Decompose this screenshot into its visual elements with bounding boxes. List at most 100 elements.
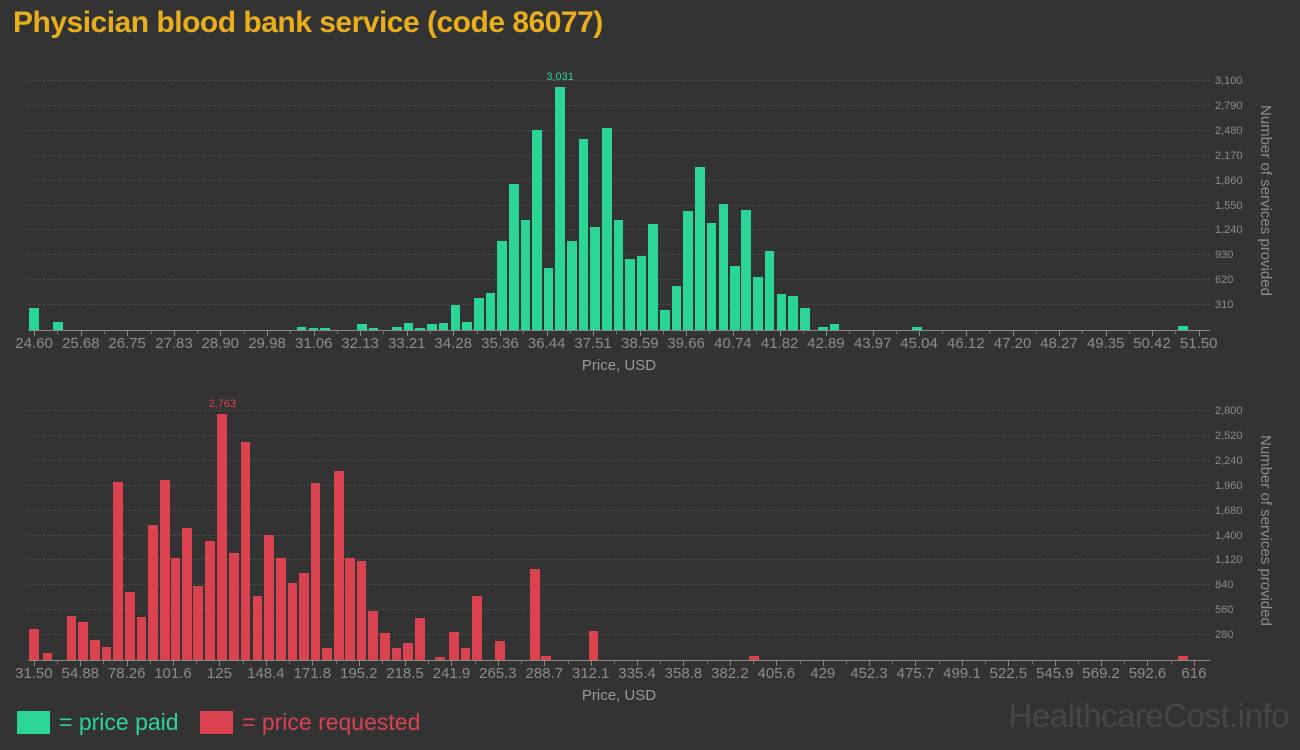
x-axis-minor-tick (1170, 660, 1172, 664)
price-requested-bar (588, 631, 599, 660)
x-tick-label: 335.4 (618, 665, 656, 682)
price-paid-bar (764, 250, 775, 330)
x-axis-minor-tick (383, 330, 385, 334)
price-paid-bar (485, 293, 496, 330)
y-tick-label: 2,170 (1215, 149, 1243, 162)
x-tick-label: 47.20 (993, 335, 1032, 352)
x-tick-label: 40.74 (714, 335, 752, 352)
price-paid-bar (531, 130, 542, 330)
x-axis-minor-tick (706, 660, 708, 664)
price-paid-bar (450, 305, 461, 330)
x-tick-label: 405.6 (757, 665, 796, 682)
price-requested-bar (125, 591, 135, 660)
x-tick-label: 24.60 (15, 335, 53, 352)
x-axis-minor-tick (242, 660, 244, 664)
price-paid-bar (53, 322, 63, 330)
y-tick-label: 1,400 (1215, 529, 1243, 542)
gridline (28, 584, 1210, 586)
x-axis-tick (683, 660, 685, 666)
x-axis-tick (1058, 330, 1060, 336)
x-tick-label: 265.3 (479, 665, 517, 682)
price-paid-bar (320, 328, 330, 330)
gridline (28, 129, 1210, 131)
price-paid-bar (555, 86, 565, 330)
x-tick-label: 37.51 (574, 335, 612, 352)
peak-value-label: 3,031 (546, 70, 574, 83)
price-requested-bar (78, 621, 88, 660)
price-paid-bar (578, 138, 589, 330)
x-axis-minor-tick (660, 660, 662, 664)
price-requested-bar (391, 648, 402, 660)
x-axis-minor-tick (895, 330, 897, 334)
price-requested-bar (136, 617, 147, 660)
y-tick-label: 1,960 (1215, 479, 1243, 492)
price-paid-bar (296, 326, 307, 330)
x-axis-tick (127, 330, 129, 336)
gridline (28, 204, 1210, 206)
price-requested-bar (749, 656, 759, 660)
x-tick-label: 31.50 (15, 665, 53, 682)
y-tick-label: 1,860 (1215, 174, 1243, 187)
x-axis-tick (965, 330, 967, 336)
legend-swatch-price-requested (200, 710, 233, 734)
x-axis-tick (451, 660, 453, 666)
x-axis-tick (915, 660, 917, 666)
x-axis-minor-tick (335, 660, 337, 664)
x-axis-minor-tick (942, 330, 944, 334)
x-axis-tick (266, 330, 268, 336)
x-axis-minor-tick (103, 660, 105, 664)
y-tick-label: 840 (1215, 579, 1234, 592)
y-tick-label: 3,100 (1215, 75, 1243, 88)
x-axis-minor-tick (709, 330, 711, 334)
price-requested-bar (229, 553, 239, 660)
x-tick-label: 51.50 (1179, 335, 1218, 352)
x-axis-minor-tick (428, 660, 430, 664)
x-tick-label: 616 (1181, 665, 1207, 682)
price-requested-bar (299, 572, 309, 660)
price-requested-bar (380, 633, 390, 660)
x-axis-tick (219, 660, 221, 666)
x-tick-label: 50.42 (1133, 335, 1171, 352)
x-axis-minor-tick (289, 660, 291, 664)
gridline (28, 179, 1210, 181)
price-requested-bar (113, 482, 123, 660)
price-paid-bar (625, 258, 636, 330)
price-requested-bar (217, 414, 227, 660)
page-title: Physician blood bank service (code 86077… (13, 6, 603, 39)
x-axis-tick (499, 330, 501, 336)
gridline (28, 104, 1210, 106)
y-tick-label: 930 (1215, 249, 1234, 262)
price-paid-y-axis-title: Number of services provided (1257, 104, 1274, 296)
x-axis-tick (1012, 330, 1014, 336)
x-axis-minor-tick (57, 330, 59, 334)
x-tick-label: 195.2 (339, 665, 378, 682)
price-paid-bar (473, 298, 484, 330)
x-axis-tick (80, 660, 82, 666)
y-tick-label: 2,480 (1215, 124, 1243, 137)
x-axis-minor-tick (290, 330, 292, 334)
x-axis-minor-tick (569, 330, 571, 334)
x-axis-tick (172, 660, 174, 666)
y-tick-label: 620 (1215, 274, 1234, 287)
price-paid-bar (660, 309, 670, 330)
x-tick-label: 35.36 (481, 335, 519, 352)
x-axis-minor-tick (799, 660, 801, 664)
x-axis-minor-tick (149, 660, 151, 664)
y-tick-label: 310 (1215, 299, 1234, 312)
price-requested-bar (449, 632, 459, 660)
x-axis-tick (453, 330, 455, 336)
price-paid-bar (613, 219, 624, 330)
x-tick-label: 382.2 (711, 665, 749, 682)
x-axis-tick (869, 660, 871, 666)
x-axis-tick (637, 660, 638, 666)
x-axis-tick (220, 330, 222, 336)
x-axis-minor-tick (892, 660, 894, 664)
price-paid-bar (1177, 326, 1188, 330)
x-axis-minor-tick (523, 330, 525, 334)
x-axis-minor-tick (103, 330, 105, 334)
price-requested-bar (333, 470, 344, 660)
price-requested-bar (322, 647, 332, 660)
legend-swatch-price-paid (17, 710, 50, 734)
price-paid-bar (706, 223, 717, 330)
